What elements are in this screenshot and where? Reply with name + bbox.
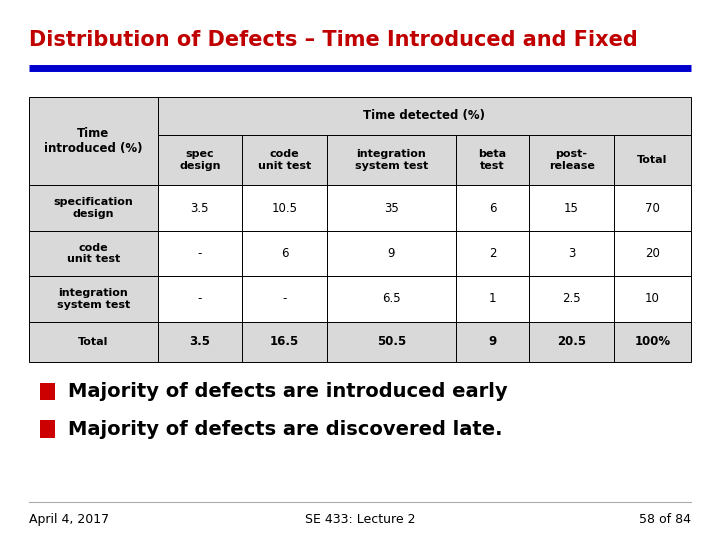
Text: spec
design: spec design	[179, 149, 220, 171]
Text: integration
system test: integration system test	[57, 288, 130, 310]
Bar	[614, 231, 691, 276]
Text: 16.5: 16.5	[270, 335, 300, 348]
Bar	[529, 322, 614, 362]
Bar	[327, 231, 456, 276]
Bar	[529, 185, 614, 231]
Text: -: -	[198, 247, 202, 260]
Text: Majority of defects are discovered late.: Majority of defects are discovered late.	[68, 420, 503, 439]
Bar	[456, 322, 529, 362]
Text: -: -	[282, 293, 287, 306]
Bar	[158, 276, 242, 322]
Bar	[327, 134, 456, 185]
Text: Time
introduced (%): Time introduced (%)	[44, 127, 143, 156]
Text: 10: 10	[645, 293, 660, 306]
Bar	[158, 185, 242, 231]
Bar	[29, 231, 158, 276]
Bar	[614, 134, 691, 185]
Text: 10.5: 10.5	[271, 201, 297, 214]
Text: 35: 35	[384, 201, 399, 214]
Bar	[456, 276, 529, 322]
Bar	[529, 134, 614, 185]
Text: 100%: 100%	[634, 335, 670, 348]
Text: integration
system test: integration system test	[355, 149, 428, 171]
Text: Majority of defects are introduced early: Majority of defects are introduced early	[68, 382, 508, 401]
Text: Total: Total	[637, 155, 667, 165]
Bar	[614, 185, 691, 231]
Bar	[614, 276, 691, 322]
Bar	[158, 134, 242, 185]
Bar	[456, 231, 529, 276]
Text: 2: 2	[489, 247, 496, 260]
Bar	[29, 276, 158, 322]
Text: specification
design: specification design	[53, 197, 133, 219]
Bar	[40, 420, 55, 438]
Text: beta
test: beta test	[478, 149, 507, 171]
Bar	[158, 231, 242, 276]
Text: Time detected (%): Time detected (%)	[364, 110, 485, 123]
Bar	[614, 322, 691, 362]
Bar	[158, 97, 691, 134]
Bar	[456, 185, 529, 231]
Text: code
unit test: code unit test	[66, 243, 120, 265]
Text: code
unit test: code unit test	[258, 149, 311, 171]
Bar	[29, 322, 158, 362]
Bar	[242, 134, 327, 185]
Text: 2.5: 2.5	[562, 293, 581, 306]
Bar	[529, 276, 614, 322]
Bar	[40, 382, 55, 401]
Bar	[242, 322, 327, 362]
Text: 9: 9	[488, 335, 497, 348]
Text: 70: 70	[645, 201, 660, 214]
Text: 6.5: 6.5	[382, 293, 400, 306]
Text: 6: 6	[281, 247, 288, 260]
Text: 3.5: 3.5	[189, 335, 210, 348]
Text: post-
release: post- release	[549, 149, 595, 171]
Text: 20: 20	[645, 247, 660, 260]
Bar	[456, 134, 529, 185]
Text: 58 of 84: 58 of 84	[639, 513, 691, 526]
Text: 20.5: 20.5	[557, 335, 586, 348]
Bar	[29, 185, 158, 231]
Bar	[327, 322, 456, 362]
Text: -: -	[198, 293, 202, 306]
Text: Distribution of Defects – Time Introduced and Fixed: Distribution of Defects – Time Introduce…	[29, 30, 637, 50]
Text: 50.5: 50.5	[377, 335, 406, 348]
Bar	[158, 322, 242, 362]
Text: 3: 3	[568, 247, 575, 260]
Bar	[529, 231, 614, 276]
Bar	[242, 231, 327, 276]
Bar	[29, 97, 158, 185]
Text: Total: Total	[78, 337, 109, 347]
Text: April 4, 2017: April 4, 2017	[29, 513, 109, 526]
Bar	[327, 276, 456, 322]
Text: SE 433: Lecture 2: SE 433: Lecture 2	[305, 513, 415, 526]
Text: 9: 9	[387, 247, 395, 260]
Bar	[327, 185, 456, 231]
Text: 15: 15	[564, 201, 579, 214]
Text: 3.5: 3.5	[191, 201, 210, 214]
Bar	[242, 276, 327, 322]
Text: 6: 6	[489, 201, 496, 214]
Text: 1: 1	[489, 293, 496, 306]
Bar	[242, 185, 327, 231]
